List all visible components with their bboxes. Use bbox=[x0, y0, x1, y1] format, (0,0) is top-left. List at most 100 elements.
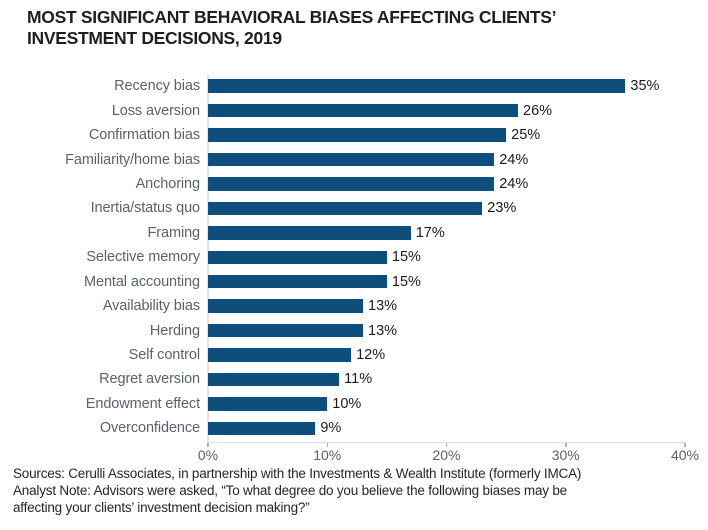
category-label: Availability bias bbox=[102, 298, 200, 315]
bar-row: Inertia/status quo 23% bbox=[0, 196, 685, 220]
x-axis-tick: 20% bbox=[432, 443, 461, 463]
bar bbox=[208, 201, 483, 216]
bar bbox=[208, 323, 364, 338]
tick-label: 10% bbox=[313, 447, 342, 463]
value-label: 9% bbox=[320, 420, 342, 437]
bar-row: Anchoring 24% bbox=[0, 172, 685, 196]
bar bbox=[208, 250, 387, 265]
bar-row: Endowment effect 10% bbox=[0, 392, 685, 416]
bar bbox=[208, 128, 507, 142]
chart-title-line1: MOST SIGNIFICANT BEHAVIORAL BIASES AFFEC… bbox=[27, 7, 557, 27]
bar-row: Loss aversion 26% bbox=[0, 98, 685, 122]
tick-label: 0% bbox=[197, 447, 219, 463]
tick-label: 30% bbox=[551, 447, 580, 463]
category-label: Framing bbox=[147, 224, 201, 241]
bar-track: 10% bbox=[208, 395, 685, 412]
source-note-line2: Analyst Note: Advisors were asked, “To w… bbox=[13, 483, 567, 498]
bar-track: 15% bbox=[208, 249, 685, 266]
tick-mark bbox=[445, 443, 448, 447]
value-label: 15% bbox=[391, 273, 421, 290]
tick-mark bbox=[565, 443, 567, 447]
bar-row: Confirmation bias 25% bbox=[0, 123, 685, 147]
value-label: 25% bbox=[511, 127, 541, 144]
x-axis-tick: 40% bbox=[671, 443, 699, 463]
bar bbox=[208, 372, 340, 387]
chart-title-line2: INVESTMENT DECISIONS, 2019 bbox=[27, 27, 282, 48]
value-label: 12% bbox=[356, 347, 386, 364]
tick-mark bbox=[326, 443, 328, 447]
value-label: 13% bbox=[368, 322, 398, 339]
value-label: 24% bbox=[499, 175, 529, 192]
bar-track: 13% bbox=[208, 298, 685, 315]
bar-row: Mental accounting 15% bbox=[0, 270, 685, 294]
bar-track: 15% bbox=[208, 273, 685, 290]
bar-row: Herding 13% bbox=[0, 318, 685, 342]
tick-mark bbox=[207, 443, 209, 447]
category-label: Selective memory bbox=[86, 249, 200, 266]
tick-mark bbox=[684, 443, 686, 447]
chart-title: MOST SIGNIFICANT BEHAVIORAL BIASES AFFEC… bbox=[27, 7, 667, 48]
bar-row: Self control 12% bbox=[0, 343, 685, 367]
bar-track: 13% bbox=[208, 322, 685, 339]
bar-rows: Recency bias 35% Loss aversion 26% Confirmat… bbox=[0, 74, 685, 441]
value-label: 24% bbox=[499, 151, 529, 168]
bar-row: Selective memory 15% bbox=[0, 245, 685, 269]
bar-track: 24% bbox=[208, 151, 685, 168]
bar-track: 9% bbox=[208, 420, 685, 437]
category-label: Confirmation bias bbox=[88, 127, 200, 144]
bar bbox=[208, 421, 316, 436]
tick-label: 20% bbox=[432, 447, 461, 463]
bar-row: Framing 17% bbox=[0, 221, 685, 245]
source-note: Sources: Cerulli Associates, in partners… bbox=[13, 465, 701, 516]
bar bbox=[208, 397, 328, 411]
category-label: Regret aversion bbox=[99, 371, 200, 388]
bar bbox=[208, 299, 364, 313]
x-axis-tick: 10% bbox=[313, 443, 341, 463]
category-label: Endowment effect bbox=[85, 395, 200, 412]
category-label: Mental accounting bbox=[84, 273, 200, 290]
bar-track: 25% bbox=[208, 127, 685, 144]
value-label: 11% bbox=[344, 371, 373, 388]
source-note-line3: affecting your clients’ investment decis… bbox=[13, 500, 310, 515]
bar bbox=[208, 103, 519, 118]
x-axis-ticks: 0% 10% 20% 30% 40% bbox=[198, 443, 699, 467]
tick-label: 40% bbox=[670, 447, 700, 463]
value-label: 17% bbox=[415, 224, 445, 241]
bar-track: 24% bbox=[208, 175, 685, 192]
bar-track: 17% bbox=[208, 224, 685, 241]
bar bbox=[208, 274, 387, 289]
value-label: 13% bbox=[368, 298, 398, 315]
category-label: Self control bbox=[128, 347, 200, 364]
value-label: 15% bbox=[391, 249, 421, 266]
bar bbox=[208, 226, 411, 240]
value-label: 10% bbox=[332, 395, 362, 412]
value-label: 35% bbox=[630, 78, 660, 95]
bar bbox=[208, 177, 495, 191]
category-label: Recency bias bbox=[114, 78, 200, 95]
x-axis-tick: 30% bbox=[552, 443, 580, 463]
bar bbox=[208, 79, 626, 93]
category-label: Inertia/status quo bbox=[90, 200, 201, 217]
source-note-line1: Sources: Cerulli Associates, in partners… bbox=[13, 466, 582, 481]
bar-row: Recency bias 35% bbox=[0, 74, 685, 98]
bar-row: Regret aversion 11% bbox=[0, 367, 685, 391]
bar bbox=[208, 348, 352, 362]
bar bbox=[208, 152, 495, 167]
bar-track: 11% bbox=[208, 371, 685, 388]
y-axis-line bbox=[207, 75, 209, 442]
value-label: 23% bbox=[487, 200, 517, 217]
value-label: 26% bbox=[523, 102, 553, 119]
category-label: Loss aversion bbox=[111, 102, 200, 119]
bar-track: 26% bbox=[208, 102, 685, 119]
category-label: Anchoring bbox=[135, 175, 201, 192]
x-axis-line bbox=[207, 441, 686, 443]
bar-track: 12% bbox=[208, 347, 685, 364]
bar-track: 23% bbox=[208, 200, 685, 217]
bar-row: Availability bias 13% bbox=[0, 294, 685, 318]
category-label: Herding bbox=[149, 322, 200, 339]
category-label: Overconfidence bbox=[99, 420, 200, 437]
category-label: Familiarity/home bias bbox=[65, 151, 200, 168]
x-axis-tick: 0% bbox=[198, 443, 218, 463]
bar-row: Familiarity/home bias 24% bbox=[0, 147, 685, 171]
